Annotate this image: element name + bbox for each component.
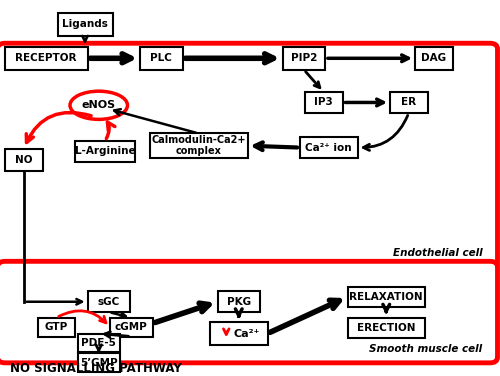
Bar bbox=[305, 92, 343, 113]
Text: PDE-5: PDE-5 bbox=[82, 338, 116, 348]
Bar bbox=[5, 47, 87, 70]
Bar bbox=[348, 287, 425, 307]
Bar bbox=[78, 353, 120, 372]
Bar bbox=[75, 141, 135, 162]
Text: Ca²⁺: Ca²⁺ bbox=[233, 329, 260, 338]
Bar bbox=[300, 137, 358, 158]
Text: 5’GMP: 5’GMP bbox=[80, 358, 118, 368]
Bar bbox=[140, 47, 182, 70]
Text: GTP: GTP bbox=[44, 322, 68, 332]
Text: PIP2: PIP2 bbox=[290, 53, 317, 63]
Bar bbox=[415, 47, 453, 70]
Bar bbox=[348, 318, 425, 338]
Text: ERECTION: ERECTION bbox=[357, 323, 416, 333]
Text: IP3: IP3 bbox=[314, 97, 333, 108]
Text: cGMP: cGMP bbox=[115, 322, 148, 332]
Bar bbox=[218, 291, 260, 312]
Bar bbox=[5, 149, 43, 171]
Bar bbox=[282, 47, 325, 70]
Text: NO: NO bbox=[15, 155, 32, 165]
Text: DAG: DAG bbox=[421, 53, 446, 63]
Bar bbox=[390, 92, 428, 113]
Bar bbox=[38, 318, 75, 337]
Text: Smooth muscle cell: Smooth muscle cell bbox=[370, 344, 482, 354]
Text: Calmodulin-Ca2+: Calmodulin-Ca2+ bbox=[152, 135, 246, 146]
Text: PKG: PKG bbox=[226, 297, 251, 307]
Bar bbox=[58, 13, 112, 36]
Bar bbox=[210, 322, 268, 345]
Text: sGC: sGC bbox=[98, 297, 120, 307]
Text: ER: ER bbox=[401, 97, 416, 108]
Text: L-Arginine: L-Arginine bbox=[74, 146, 136, 156]
Text: complex: complex bbox=[176, 146, 222, 156]
Text: RECEPTOR: RECEPTOR bbox=[16, 53, 77, 63]
Text: NO SIGNALLING PATHWAY: NO SIGNALLING PATHWAY bbox=[10, 362, 182, 375]
Bar bbox=[150, 133, 248, 158]
Text: Endothelial cell: Endothelial cell bbox=[393, 247, 482, 258]
Text: PLC: PLC bbox=[150, 53, 172, 63]
Text: Ca²⁺ ion: Ca²⁺ ion bbox=[306, 143, 352, 153]
Text: RELAXATION: RELAXATION bbox=[350, 292, 423, 302]
Bar bbox=[110, 318, 152, 337]
Ellipse shape bbox=[70, 91, 128, 120]
Text: eNOS: eNOS bbox=[82, 100, 116, 110]
FancyBboxPatch shape bbox=[0, 43, 498, 269]
Bar bbox=[88, 291, 130, 312]
FancyBboxPatch shape bbox=[0, 261, 498, 363]
Bar bbox=[78, 334, 120, 352]
Text: Ligands: Ligands bbox=[62, 20, 108, 29]
